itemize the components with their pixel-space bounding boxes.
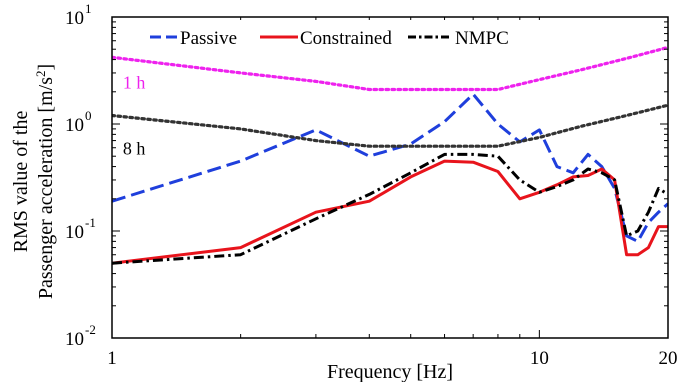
annotations: 1 h 8 h — [123, 72, 145, 158]
axis-ticks — [111, 16, 669, 339]
x-tick-label: 10 — [530, 348, 549, 369]
curves — [112, 45, 668, 265]
y-tick-label-base: 10 — [65, 329, 84, 350]
legend-label-nmpc: NMPC — [455, 28, 509, 49]
x-tick-label: 1 — [107, 348, 117, 369]
series-line-8-h — [112, 103, 668, 148]
y-tick-label-exponent: -1 — [85, 215, 96, 230]
y-tick-label: 10 — [65, 115, 84, 136]
y-tick-label-base: 10 — [65, 222, 84, 243]
series-line-1-h — [112, 45, 668, 92]
y-tick-label-exponent: 1 — [85, 1, 92, 16]
legend-label-constrained: Constrained — [300, 28, 392, 49]
legend-label-passive: Passive — [180, 28, 237, 49]
series-line-passive — [112, 92, 668, 243]
y-axis-label-line-1: RMS value of the — [10, 111, 32, 253]
annotation-8-h: 8 h — [123, 138, 145, 158]
y-tick-label: 10 — [65, 222, 84, 243]
y-tick-label: 10 — [65, 8, 84, 29]
y-axis-label-line-2: Passenger acceleration [m/s2] — [33, 64, 58, 299]
y-axis-label-superscript: 2 — [33, 71, 48, 78]
y-tick-label: 10 — [65, 329, 84, 350]
y-tick-label-exponent: -2 — [85, 322, 96, 337]
x-tick-label: 20 — [659, 348, 678, 369]
y-tick-label-base: 10 — [65, 115, 84, 136]
annotation-1-h: 1 h — [123, 72, 145, 92]
series-line-nmpc — [112, 152, 668, 265]
y-tick-label-base: 10 — [65, 8, 84, 29]
x-axis-label: Frequency [Hz] — [327, 361, 453, 382]
plot-area — [111, 16, 669, 339]
y-tick-label-exponent: 0 — [85, 108, 92, 123]
y-axis-label-line-2-main: Passenger acceleration [m/s — [35, 77, 57, 299]
y-axis-label: RMS value of the Passenger acceleration … — [10, 64, 57, 299]
legend-background — [143, 20, 543, 50]
legend: Passive Constrained NMPC — [143, 20, 543, 50]
y-axis-label-close: ] — [35, 64, 57, 71]
